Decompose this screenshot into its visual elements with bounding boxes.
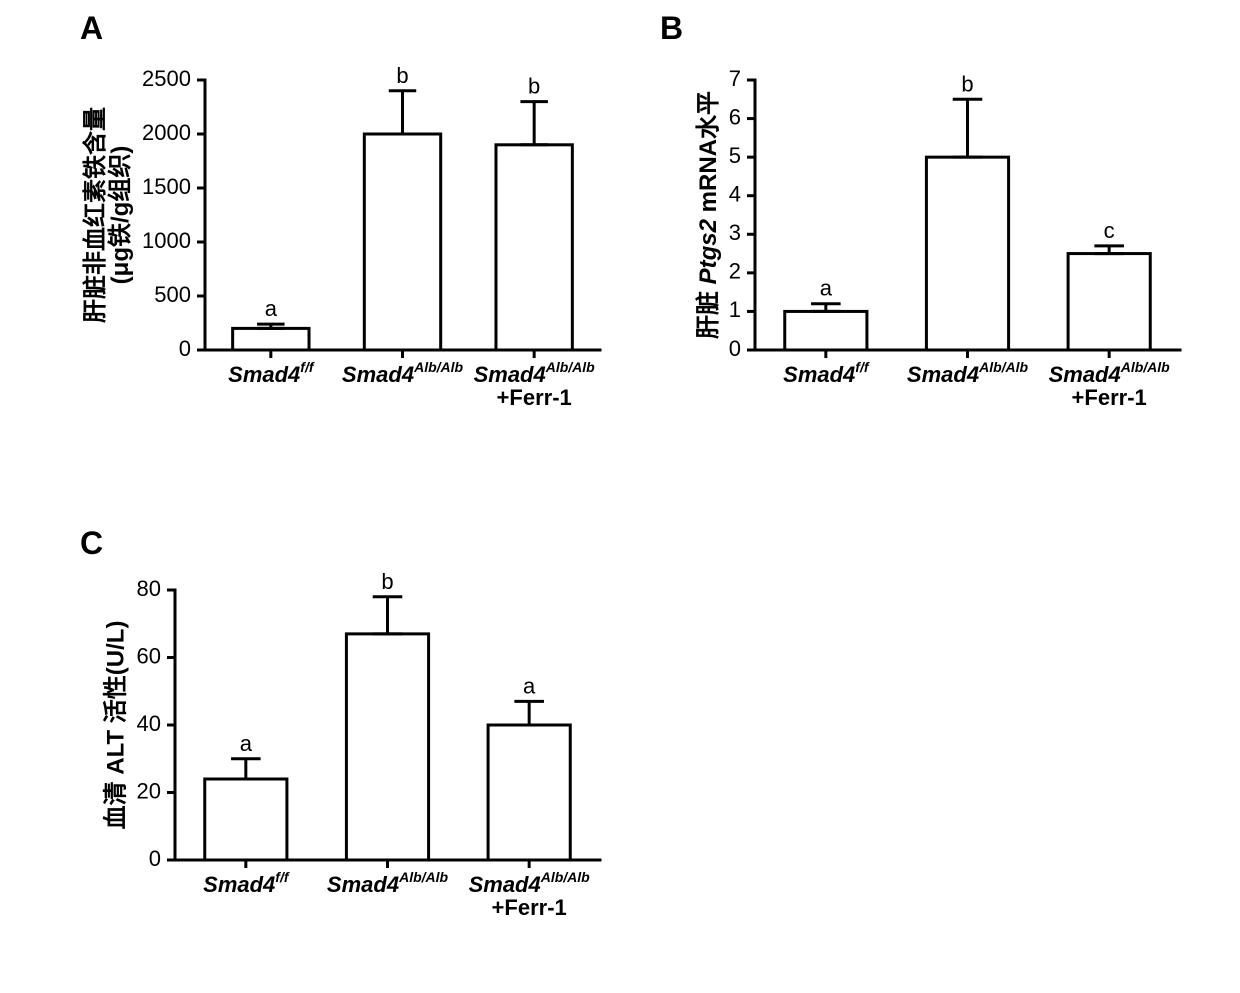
y-tick-label: 20: [137, 778, 161, 803]
y-tick-label: 6: [729, 104, 741, 129]
significance-letter: b: [396, 63, 408, 88]
y-tick-label: 80: [137, 576, 161, 601]
y-tick-label: 2: [729, 259, 741, 284]
significance-letter: a: [820, 276, 833, 301]
chart-B: 0 1 2 3 4 5 6 7 肝脏 Ptgs2 mRNA水平 a Smad4f/f b Smad4Al…: [630, 50, 1190, 450]
y-tick-label: 40: [137, 711, 161, 736]
panel-label-C: C: [80, 525, 103, 562]
significance-letter: b: [381, 569, 393, 594]
figure-root: A05001000150020002500肝脏非血红素铁含量(μg铁/g组织)a…: [0, 0, 1240, 993]
bar: [1068, 254, 1150, 350]
x-category-label: Smad4Alb/Alb: [907, 359, 1029, 387]
y-tick-label: 0: [729, 336, 741, 361]
bar: [496, 145, 572, 350]
y-tick-label: 1: [729, 297, 741, 322]
chart-C: 0 20 40 60 80 血清 ALT 活性(U/L) a Smad4f/f b Smad4Al…: [50, 560, 610, 960]
x-category-label: Smad4f/f: [203, 869, 290, 897]
x-category-label: Smad4Alb/Alb: [342, 359, 464, 387]
y-tick-label: 2500: [142, 66, 191, 91]
significance-letter: a: [240, 731, 253, 756]
x-category-label: Smad4Alb/Alb+Ferr-1: [1049, 359, 1171, 410]
y-tick-label: 0: [149, 846, 161, 871]
y-tick-label: 500: [154, 282, 191, 307]
y-tick-label: 5: [729, 143, 741, 168]
significance-letter: a: [523, 673, 536, 698]
bar: [205, 779, 287, 860]
y-axis-label: 肝脏非血红素铁含量(μg铁/g组织): [81, 107, 134, 323]
y-tick-label: 60: [137, 643, 161, 668]
bar: [488, 725, 570, 860]
y-tick-label: 7: [729, 66, 741, 91]
panel-B: 0 1 2 3 4 5 6 7 肝脏 Ptgs2 mRNA水平 a Smad4f/f b Smad4Al…: [630, 50, 1190, 450]
y-axis-label: 血清 ALT 活性(U/L): [101, 621, 129, 830]
bar: [785, 311, 867, 350]
x-category-label: Smad4f/f: [783, 359, 870, 387]
bar: [926, 157, 1008, 350]
bar: [346, 634, 428, 860]
significance-letter: b: [528, 74, 540, 99]
y-tick-label: 1000: [142, 228, 191, 253]
y-tick-label: 4: [729, 182, 741, 207]
panel-label-A: A: [80, 10, 103, 47]
panel-A: 0 500 1000 1500 2000 2500 肝脏非血红素铁含量(μg铁/g组织) a S…: [50, 50, 610, 450]
x-category-label: Smad4Alb/Alb+Ferr-1: [469, 869, 591, 920]
x-category-label: Smad4Alb/Alb+Ferr-1: [474, 359, 596, 410]
significance-letter: b: [961, 71, 973, 96]
y-tick-label: 3: [729, 220, 741, 245]
bar: [233, 328, 309, 350]
significance-letter: c: [1104, 218, 1115, 243]
bar: [364, 134, 440, 350]
y-tick-label: 1500: [142, 174, 191, 199]
y-tick-label: 2000: [142, 120, 191, 145]
x-category-label: Smad4Alb/Alb: [327, 869, 449, 897]
y-tick-label: 0: [179, 336, 191, 361]
panel-C: 0 20 40 60 80 血清 ALT 活性(U/L) a Smad4f/f b Smad4Al…: [50, 560, 610, 960]
x-category-label: Smad4f/f: [228, 359, 315, 387]
chart-A: 0 500 1000 1500 2000 2500 肝脏非血红素铁含量(μg铁/g组织) a S…: [50, 50, 610, 450]
y-axis-label: 肝脏 Ptgs2 mRNA水平: [694, 91, 722, 339]
panel-label-B: B: [660, 10, 683, 47]
significance-letter: a: [265, 296, 278, 321]
